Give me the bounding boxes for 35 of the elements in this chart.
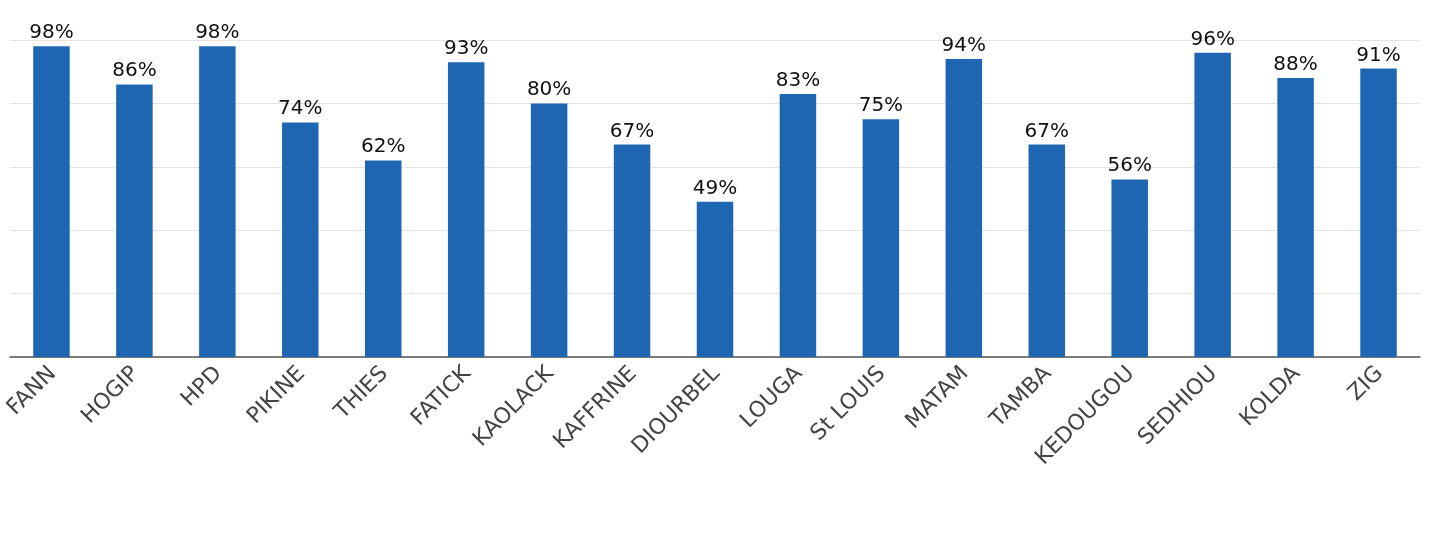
data-label: 74%	[278, 95, 323, 120]
data-label: 94%	[941, 32, 987, 57]
bar	[282, 122, 319, 357]
bar	[696, 201, 734, 357]
bar	[199, 46, 236, 357]
bar	[530, 103, 568, 357]
data-label: 75%	[858, 92, 904, 117]
bar	[364, 160, 402, 357]
data-label: 80%	[526, 76, 572, 101]
bar	[1277, 78, 1314, 357]
bar	[613, 144, 651, 357]
bar	[1194, 52, 1231, 357]
bar	[945, 59, 983, 357]
x-tick-label: ZIG	[1342, 360, 1388, 406]
data-label: 93%	[443, 35, 489, 60]
bar	[862, 119, 900, 357]
data-label: 98%	[195, 19, 240, 44]
data-label: 62%	[361, 133, 406, 158]
data-label: 83%	[775, 66, 821, 91]
data-label: 91%	[1356, 41, 1401, 66]
data-label: 96%	[1190, 25, 1235, 50]
bar	[33, 46, 70, 357]
bar	[447, 62, 485, 357]
data-label: 49%	[692, 174, 738, 199]
data-label: 56%	[1107, 152, 1152, 177]
bar	[1360, 68, 1397, 357]
data-label: 67%	[1024, 117, 1069, 142]
bar	[116, 84, 153, 357]
bar	[779, 93, 817, 357]
data-label: 86%	[112, 57, 157, 82]
bar	[1111, 179, 1148, 357]
data-label: 88%	[1273, 51, 1318, 76]
bar	[1028, 144, 1066, 357]
data-label: 98%	[29, 19, 74, 44]
data-label: 67%	[609, 117, 655, 142]
